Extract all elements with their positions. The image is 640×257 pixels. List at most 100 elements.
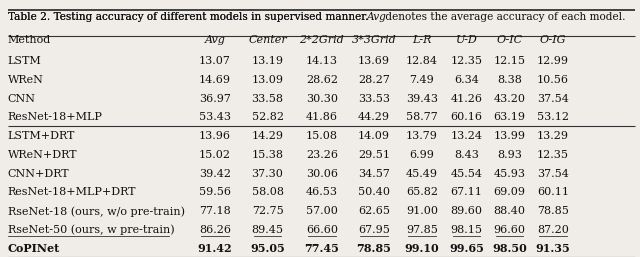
Text: RseNet-18 (ours, w/o pre-train): RseNet-18 (ours, w/o pre-train) [8,206,185,217]
Text: 96.60: 96.60 [493,225,525,235]
Text: 12.35: 12.35 [451,56,483,66]
Text: 91.00: 91.00 [406,206,438,216]
Text: LSTM: LSTM [8,56,42,66]
Text: ResNet-18+MLP+DRT: ResNet-18+MLP+DRT [8,188,136,197]
Text: 77.45: 77.45 [305,243,339,254]
Text: 60.11: 60.11 [537,188,569,197]
Text: 8.38: 8.38 [497,75,522,85]
Text: 39.42: 39.42 [199,169,231,179]
Text: 59.56: 59.56 [199,188,231,197]
Text: CNN: CNN [8,94,36,104]
Text: 33.53: 33.53 [358,94,390,104]
Text: 14.09: 14.09 [358,131,390,141]
Text: 99.10: 99.10 [404,243,439,254]
Text: Avg: Avg [367,12,387,22]
Text: LSTM+DRT: LSTM+DRT [8,131,75,141]
Text: 8.43: 8.43 [454,150,479,160]
Text: 13.96: 13.96 [199,131,231,141]
Text: 53.43: 53.43 [199,113,231,122]
Text: 12.84: 12.84 [406,56,438,66]
Text: 87.20: 87.20 [537,225,569,235]
Text: 13.07: 13.07 [199,56,231,66]
Text: 99.65: 99.65 [449,243,484,254]
Text: 13.09: 13.09 [252,75,284,85]
Text: 15.08: 15.08 [306,131,338,141]
Text: WReN: WReN [8,75,44,85]
Text: 13.69: 13.69 [358,56,390,66]
Text: 2*2Grid: 2*2Grid [300,35,344,45]
Text: 3*3Grid: 3*3Grid [351,35,396,45]
Text: 67.11: 67.11 [451,188,483,197]
Text: 57.00: 57.00 [306,206,338,216]
Text: ResNet-18+MLP: ResNet-18+MLP [8,113,102,122]
Text: 62.65: 62.65 [358,206,390,216]
Text: 13.29: 13.29 [537,131,569,141]
Text: 6.99: 6.99 [410,150,434,160]
Text: 39.43: 39.43 [406,94,438,104]
Text: 12.99: 12.99 [537,56,569,66]
Text: 15.38: 15.38 [252,150,284,160]
Text: 41.86: 41.86 [306,113,338,122]
Text: Table 2. Testing accuracy of different models in supervised manner.: Table 2. Testing accuracy of different m… [8,12,372,22]
Text: 15.02: 15.02 [199,150,231,160]
Text: 7.49: 7.49 [410,75,434,85]
Text: 89.60: 89.60 [451,206,483,216]
Text: 34.57: 34.57 [358,169,390,179]
Text: 41.26: 41.26 [451,94,483,104]
Text: 95.05: 95.05 [250,243,285,254]
Text: 86.26: 86.26 [199,225,231,235]
Text: 58.77: 58.77 [406,113,438,122]
Text: 8.93: 8.93 [497,150,522,160]
Text: 13.99: 13.99 [493,131,525,141]
Text: 37.54: 37.54 [537,94,569,104]
Text: 78.85: 78.85 [356,243,391,254]
Text: 45.49: 45.49 [406,169,438,179]
Text: 14.69: 14.69 [199,75,231,85]
Text: 65.82: 65.82 [406,188,438,197]
Text: Method: Method [8,35,51,45]
Text: 69.09: 69.09 [493,188,525,197]
Text: 78.85: 78.85 [537,206,569,216]
Text: 10.56: 10.56 [537,75,569,85]
Text: 29.51: 29.51 [358,150,390,160]
Text: 28.27: 28.27 [358,75,390,85]
Text: 53.12: 53.12 [537,113,569,122]
Text: 6.34: 6.34 [454,75,479,85]
Text: 98.15: 98.15 [451,225,483,235]
Text: 37.30: 37.30 [252,169,284,179]
Text: denotes the average accuracy of each model.: denotes the average accuracy of each mod… [383,12,626,22]
Text: 13.19: 13.19 [252,56,284,66]
Text: Table 2. Testing accuracy of different models in supervised manner.: Table 2. Testing accuracy of different m… [8,12,372,22]
Text: 14.29: 14.29 [252,131,284,141]
Text: 45.54: 45.54 [451,169,483,179]
Text: 37.54: 37.54 [537,169,569,179]
Text: Center: Center [248,35,287,45]
Text: 77.18: 77.18 [199,206,231,216]
Text: 63.19: 63.19 [493,113,525,122]
Text: CoPINet: CoPINet [8,243,60,254]
Text: 58.08: 58.08 [252,188,284,197]
Text: 44.29: 44.29 [358,113,390,122]
Text: 72.75: 72.75 [252,206,284,216]
Text: Avg: Avg [205,35,225,45]
Text: 45.93: 45.93 [493,169,525,179]
Text: 88.40: 88.40 [493,206,525,216]
Text: O-IC: O-IC [497,35,522,45]
Text: 30.30: 30.30 [306,94,338,104]
Text: 67.95: 67.95 [358,225,390,235]
Text: CNN+DRT: CNN+DRT [8,169,69,179]
Text: 28.62: 28.62 [306,75,338,85]
Text: 60.16: 60.16 [451,113,483,122]
Text: 13.79: 13.79 [406,131,438,141]
Text: 30.06: 30.06 [306,169,338,179]
Text: 14.13: 14.13 [306,56,338,66]
Text: 33.58: 33.58 [252,94,284,104]
Text: 98.50: 98.50 [492,243,527,254]
Text: 52.82: 52.82 [252,113,284,122]
Text: 12.15: 12.15 [493,56,525,66]
Text: 23.26: 23.26 [306,150,338,160]
Text: 91.35: 91.35 [536,243,570,254]
Text: 43.20: 43.20 [493,94,525,104]
Text: U-D: U-D [456,35,477,45]
Text: 46.53: 46.53 [306,188,338,197]
